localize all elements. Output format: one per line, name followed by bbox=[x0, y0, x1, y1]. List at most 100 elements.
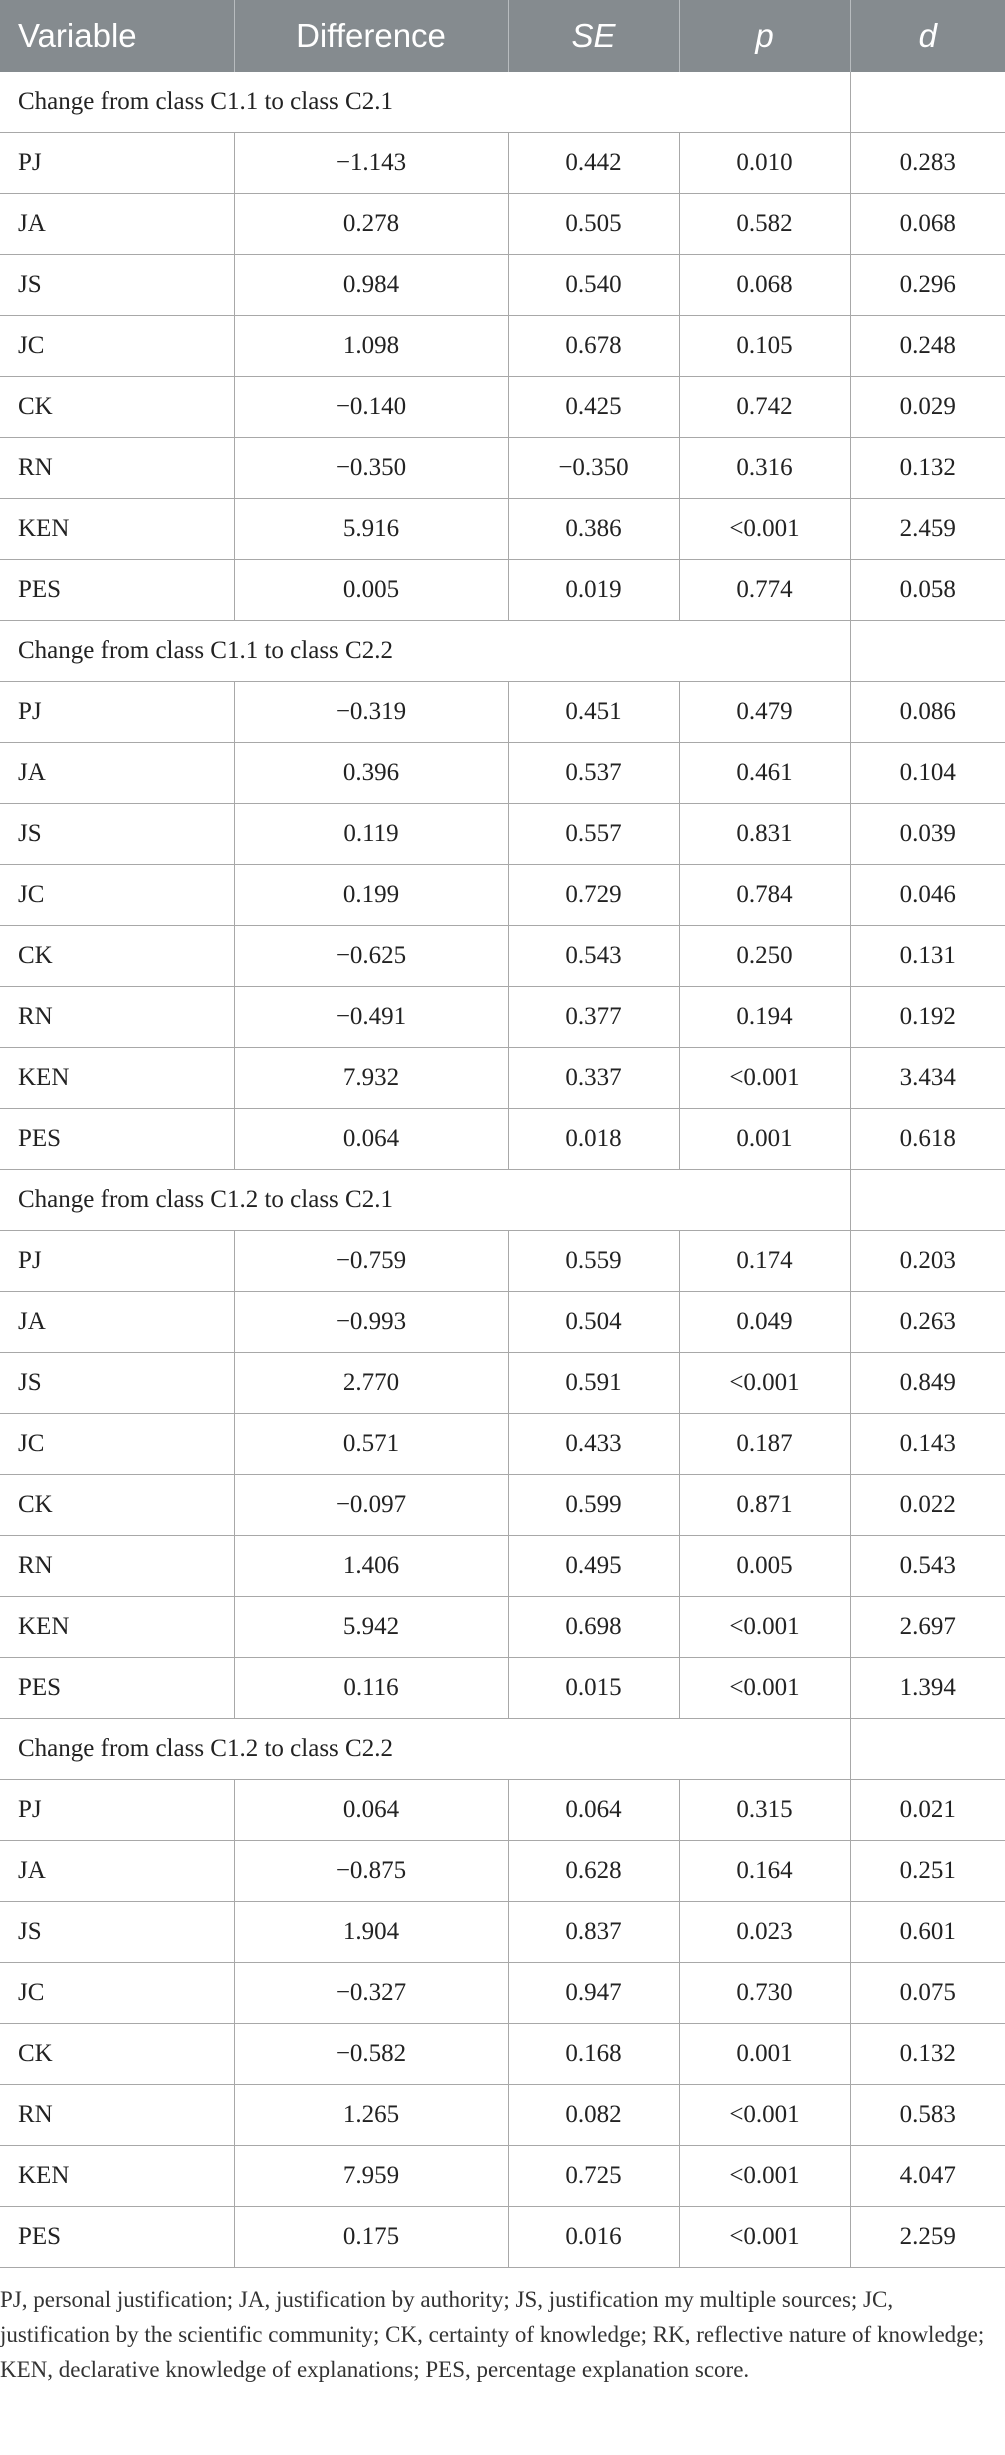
cell-d: 0.068 bbox=[849, 193, 1005, 255]
cell-d: 0.601 bbox=[849, 1901, 1005, 1963]
cell-p: 0.194 bbox=[678, 986, 851, 1048]
table-row: JA −0.993 0.504 0.049 0.263 bbox=[0, 1291, 1005, 1353]
cell-d: 0.263 bbox=[849, 1291, 1005, 1353]
cell-p: 0.174 bbox=[678, 1230, 851, 1292]
cell-p: 0.164 bbox=[678, 1840, 851, 1902]
cell-se: 0.495 bbox=[507, 1535, 680, 1597]
cell-variable: JA bbox=[0, 1840, 235, 1902]
cell-variable: RN bbox=[0, 986, 235, 1048]
table-row: KEN 5.942 0.698 <0.001 2.697 bbox=[0, 1596, 1005, 1658]
table-row: PJ −1.143 0.442 0.010 0.283 bbox=[0, 132, 1005, 194]
table-row: JS 2.770 0.591 <0.001 0.849 bbox=[0, 1352, 1005, 1414]
cell-se: 0.425 bbox=[507, 376, 680, 438]
cell-se: 0.599 bbox=[507, 1474, 680, 1536]
cell-p: 0.316 bbox=[678, 437, 851, 499]
cell-variable: CK bbox=[0, 925, 235, 987]
cell-difference: −1.143 bbox=[233, 132, 509, 194]
cell-difference: 7.932 bbox=[233, 1047, 509, 1109]
group-label: Change from class C1.2 to class C2.1 bbox=[0, 1169, 851, 1231]
cell-variable: JA bbox=[0, 193, 235, 255]
cell-difference: 0.064 bbox=[233, 1108, 509, 1170]
cell-difference: −0.491 bbox=[233, 986, 509, 1048]
cell-se: 0.019 bbox=[507, 559, 680, 621]
cell-difference: 0.119 bbox=[233, 803, 509, 865]
cell-variable: PJ bbox=[0, 681, 235, 743]
cell-p: <0.001 bbox=[678, 2206, 851, 2268]
cell-p: 0.831 bbox=[678, 803, 851, 865]
cell-p: 0.049 bbox=[678, 1291, 851, 1353]
table-row: CK −0.140 0.425 0.742 0.029 bbox=[0, 376, 1005, 438]
cell-p: 0.479 bbox=[678, 681, 851, 743]
cell-se: 0.064 bbox=[507, 1779, 680, 1841]
column-header-p: p bbox=[679, 0, 851, 72]
table-row: JS 1.904 0.837 0.023 0.601 bbox=[0, 1901, 1005, 1963]
cell-se: 0.377 bbox=[507, 986, 680, 1048]
cell-variable: JS bbox=[0, 803, 235, 865]
cell-se: 0.337 bbox=[507, 1047, 680, 1109]
cell-difference: 1.098 bbox=[233, 315, 509, 377]
cell-p: 0.871 bbox=[678, 1474, 851, 1536]
cell-d: 0.283 bbox=[849, 132, 1005, 194]
cell-p: 0.105 bbox=[678, 315, 851, 377]
cell-se: 0.505 bbox=[507, 193, 680, 255]
table-row: KEN 5.916 0.386 <0.001 2.459 bbox=[0, 498, 1005, 560]
cell-p: 0.001 bbox=[678, 1108, 851, 1170]
group-row: Change from class C1.1 to class C2.2 bbox=[0, 620, 1005, 682]
cell-d: 0.248 bbox=[849, 315, 1005, 377]
cell-p: 0.774 bbox=[678, 559, 851, 621]
group-row: Change from class C1.2 to class C2.1 bbox=[0, 1169, 1005, 1231]
cell-d: 0.618 bbox=[849, 1108, 1005, 1170]
cell-difference: 1.406 bbox=[233, 1535, 509, 1597]
table-row: PES 0.116 0.015 <0.001 1.394 bbox=[0, 1657, 1005, 1719]
table-body: Change from class C1.1 to class C2.1 PJ −1… bbox=[0, 72, 1005, 2268]
cell-se: 0.559 bbox=[507, 1230, 680, 1292]
cell-difference: 0.571 bbox=[233, 1413, 509, 1475]
table-footnote: PJ, personal justification; JA, justific… bbox=[0, 2287, 985, 2382]
group-empty-cell bbox=[849, 1718, 1005, 1780]
cell-p: 0.001 bbox=[678, 2023, 851, 2085]
cell-d: 0.143 bbox=[849, 1413, 1005, 1475]
cell-se: 0.386 bbox=[507, 498, 680, 560]
cell-variable: PJ bbox=[0, 132, 235, 194]
cell-variable: JA bbox=[0, 1291, 235, 1353]
cell-variable: JS bbox=[0, 1352, 235, 1414]
cell-d: 0.192 bbox=[849, 986, 1005, 1048]
cell-p: 0.250 bbox=[678, 925, 851, 987]
group-empty-cell bbox=[849, 72, 1005, 133]
column-header-difference: Difference bbox=[234, 0, 509, 72]
cell-variable: PJ bbox=[0, 1230, 235, 1292]
cell-variable: RN bbox=[0, 1535, 235, 1597]
cell-d: 3.434 bbox=[849, 1047, 1005, 1109]
cell-d: 0.583 bbox=[849, 2084, 1005, 2146]
cell-se: 0.837 bbox=[507, 1901, 680, 1963]
cell-d: 0.039 bbox=[849, 803, 1005, 865]
cell-variable: JS bbox=[0, 1901, 235, 1963]
cell-variable: CK bbox=[0, 376, 235, 438]
cell-d: 2.459 bbox=[849, 498, 1005, 560]
cell-difference: −0.327 bbox=[233, 1962, 509, 2024]
column-header-d: d bbox=[850, 0, 1005, 72]
cell-p: 0.742 bbox=[678, 376, 851, 438]
cell-difference: −0.759 bbox=[233, 1230, 509, 1292]
column-header-variable: Variable bbox=[0, 0, 235, 72]
table-row: PES 0.064 0.018 0.001 0.618 bbox=[0, 1108, 1005, 1170]
table-row: PES 0.005 0.019 0.774 0.058 bbox=[0, 559, 1005, 621]
results-table: Variable Difference SE p d Change from c… bbox=[0, 0, 1005, 2268]
cell-difference: −0.582 bbox=[233, 2023, 509, 2085]
cell-se: 0.557 bbox=[507, 803, 680, 865]
group-label: Change from class C1.1 to class C2.1 bbox=[0, 72, 851, 133]
cell-difference: −0.875 bbox=[233, 1840, 509, 1902]
cell-difference: 0.278 bbox=[233, 193, 509, 255]
cell-se: −0.350 bbox=[507, 437, 680, 499]
table-row: PES 0.175 0.016 <0.001 2.259 bbox=[0, 2206, 1005, 2268]
cell-difference: 5.942 bbox=[233, 1596, 509, 1658]
cell-d: 4.047 bbox=[849, 2145, 1005, 2207]
cell-variable: KEN bbox=[0, 2145, 235, 2207]
cell-se: 0.504 bbox=[507, 1291, 680, 1353]
cell-difference: 5.916 bbox=[233, 498, 509, 560]
cell-se: 0.168 bbox=[507, 2023, 680, 2085]
cell-variable: JS bbox=[0, 254, 235, 316]
cell-variable: PES bbox=[0, 559, 235, 621]
cell-variable: JC bbox=[0, 1962, 235, 2024]
cell-d: 0.075 bbox=[849, 1962, 1005, 2024]
